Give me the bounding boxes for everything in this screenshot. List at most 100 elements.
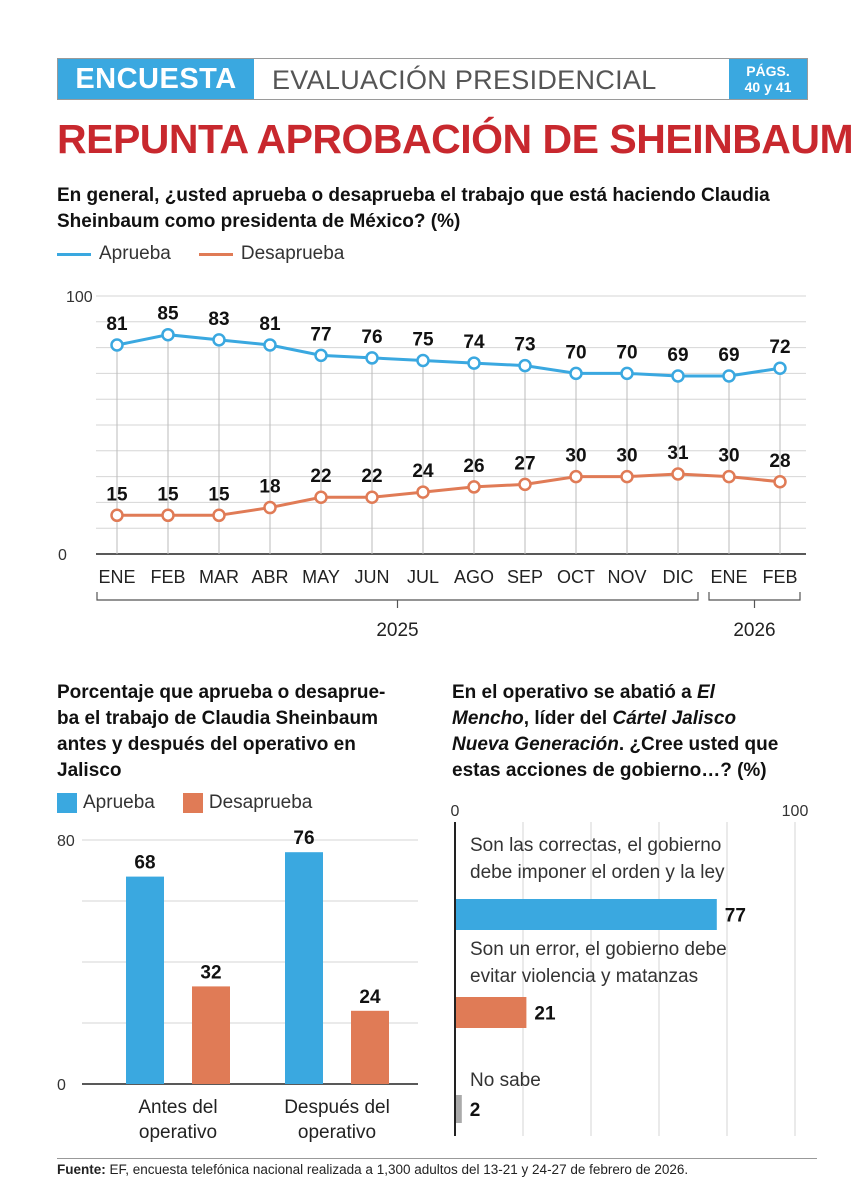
data-point — [263, 338, 277, 352]
data-label: 18 — [259, 477, 280, 498]
data-label: 76 — [361, 327, 382, 348]
data-label: 69 — [718, 345, 739, 366]
category-label: Son las correctas, el gobierno — [470, 835, 721, 856]
data-label: 70 — [616, 342, 637, 363]
legend-label-approve: Aprueba — [83, 792, 155, 813]
data-point — [773, 475, 787, 489]
data-point — [110, 338, 124, 352]
legend-item-disapprove: Desaprueba — [198, 243, 345, 265]
y-tick-label: 100 — [66, 289, 93, 306]
data-label: 77 — [310, 324, 331, 345]
data-point — [569, 366, 583, 381]
data-point — [212, 333, 226, 347]
data-point — [416, 485, 430, 499]
headline: REPUNTA APROBACIÓN DE SHEINBAUM — [57, 116, 852, 162]
year-label: 2025 — [376, 620, 418, 641]
data-point — [671, 369, 685, 383]
legend-label-disapprove: Desaprueba — [240, 243, 345, 264]
x-tick-label: ENE — [710, 567, 747, 587]
data-point — [620, 366, 634, 381]
data-label: 75 — [412, 330, 434, 351]
y-tick-label: 80 — [57, 833, 75, 850]
series-line-disapprove — [117, 472, 781, 517]
hbar — [456, 899, 717, 930]
category-label: operativo — [139, 1122, 217, 1143]
bar-chart-title-line: Jalisco — [57, 760, 122, 781]
x-tick-label: JUN — [355, 567, 390, 587]
data-point — [569, 469, 583, 484]
section-header: ENCUESTA EVALUACIÓN PRESIDENCIAL PÁGS. 4… — [57, 58, 808, 100]
line-chart-title: En general, ¿usted aprueba o desaprueba … — [57, 185, 770, 232]
data-label: 21 — [534, 1004, 556, 1025]
data-label: 31 — [667, 443, 689, 464]
hbar-title-part: En el operativo se abatió a — [452, 682, 697, 703]
hbar-title-part: , líder del — [523, 708, 613, 729]
data-point — [722, 469, 736, 484]
source-text: EF, encuesta telefónica nacional realiza… — [109, 1162, 689, 1177]
data-label: 22 — [361, 466, 382, 487]
legend-swatch-disapprove — [182, 793, 203, 813]
y-tick-label: 0 — [58, 547, 67, 564]
data-point — [773, 361, 787, 375]
x-tick-label: OCT — [557, 567, 595, 587]
category-label: evitar violencia y matanzas — [470, 966, 698, 987]
x-tick-label: ENE — [98, 567, 135, 587]
bar-chart-legend: Aprueba Desaprueba — [57, 792, 340, 814]
bar-chart-title-line: ba el trabajo de Claudia Sheinbaum — [57, 708, 378, 729]
year-label: 2026 — [733, 620, 775, 641]
x-tick-label: AGO — [454, 567, 494, 587]
category-label: Después del — [284, 1097, 390, 1118]
hbar — [456, 1095, 462, 1123]
hbar-chart-title: En el operativo se abatió a El Mencho, l… — [452, 680, 812, 784]
data-point — [467, 480, 481, 494]
data-label: 2 — [470, 1100, 481, 1121]
data-label: 68 — [134, 853, 155, 874]
legend-swatch-disapprove — [198, 252, 233, 256]
data-label: 30 — [565, 446, 586, 467]
data-label: 70 — [565, 342, 586, 363]
data-point — [314, 490, 328, 504]
data-point — [110, 508, 124, 523]
hbar-chart: 0 100 Son las correctas, el gobierno debe i… — [451, 803, 808, 1136]
data-point — [518, 477, 532, 492]
data-point — [365, 351, 379, 365]
page-reference: PÁGS. 40 y 41 — [729, 59, 807, 99]
data-point — [263, 500, 277, 515]
x-tick-label: FEB — [762, 567, 797, 587]
data-label: 74 — [463, 332, 485, 353]
legend-swatch-approve — [57, 252, 91, 256]
series-line-approve — [116, 333, 781, 378]
data-label: 30 — [616, 446, 637, 467]
bar-chart-title-line: Porcentaje que aprueba o desaprue- — [57, 682, 386, 703]
x-tick-label: MAR — [199, 567, 239, 587]
x-tick-label: SEP — [507, 567, 543, 587]
source-note: Fuente: EF, encuesta telefónica nacional… — [57, 1158, 817, 1177]
hbar-title-part: estas acciones de gobierno…? (%) — [452, 760, 767, 781]
legend-item-disapprove: Desaprueba — [182, 792, 312, 814]
data-label: 15 — [157, 484, 179, 505]
category-label: debe imponer el orden y la ley — [470, 862, 725, 883]
legend-label-approve: Aprueba — [99, 243, 171, 264]
data-point — [314, 348, 328, 363]
page-reference-numbers: 40 y 41 — [744, 79, 792, 95]
x-tick-label: NOV — [607, 567, 646, 587]
line-chart-legend: Aprueba Desaprueba — [57, 243, 372, 265]
x-tick-label: MAY — [302, 567, 340, 587]
x-tick-label: ABR — [251, 567, 288, 587]
data-label: 24 — [359, 987, 381, 1008]
data-label: 76 — [293, 828, 314, 849]
data-label: 32 — [200, 962, 221, 983]
data-point — [161, 327, 175, 342]
data-label: 77 — [725, 906, 746, 927]
category-label: Son un error, el gobierno debe — [470, 939, 727, 960]
data-label: 69 — [667, 345, 688, 366]
data-label: 73 — [514, 335, 535, 356]
section-tag: ENCUESTA — [58, 59, 254, 99]
legend-swatch-approve — [57, 793, 77, 813]
data-label: 27 — [514, 453, 535, 474]
hbar-title-part: El — [696, 682, 715, 703]
data-point — [722, 369, 736, 383]
data-point — [365, 490, 379, 504]
data-label: 22 — [310, 466, 331, 487]
bar-chart-title: Porcentaje que aprueba o desaprue- ba el… — [57, 680, 417, 784]
